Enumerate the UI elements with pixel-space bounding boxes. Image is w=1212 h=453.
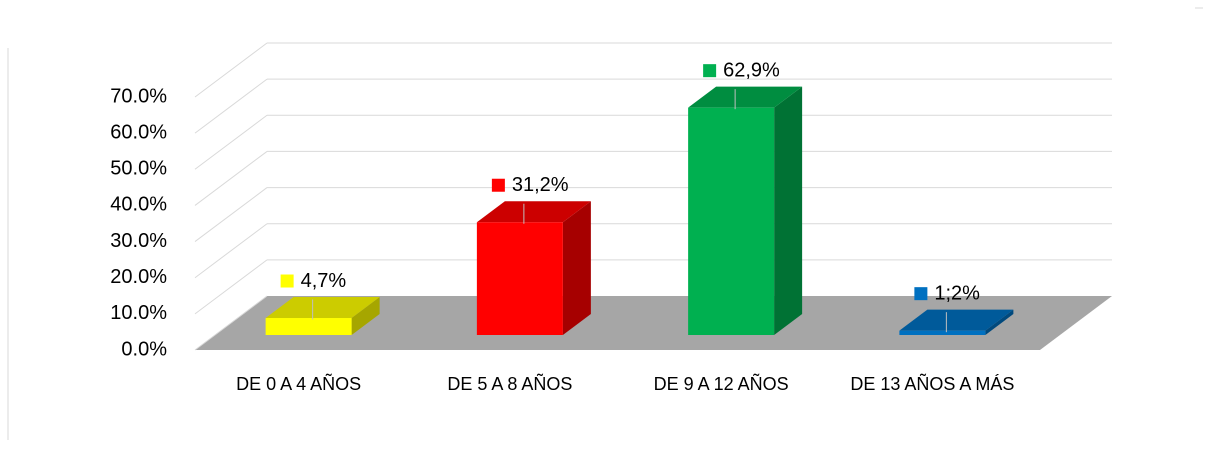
- bar-side: [562, 201, 591, 335]
- y-tick-label: 10.0%: [110, 302, 167, 324]
- grid-line: [194, 151, 268, 206]
- bar: [688, 107, 775, 335]
- bar-side: [985, 309, 1014, 335]
- grid-line: [194, 42, 268, 98]
- grid-line: [194, 187, 268, 242]
- x-tick-label: DE 13 AÑOS A MÁS: [850, 374, 1015, 394]
- x-tick-label: DE 0 A 4 AÑOS: [236, 374, 362, 394]
- x-tick-label: DE 9 A 12 AÑOS: [653, 374, 789, 394]
- bar-side: [774, 86, 803, 335]
- y-tick-label: 20.0%: [110, 266, 167, 288]
- grid-line: [194, 295, 268, 351]
- bar-top: [688, 86, 803, 108]
- data-label: 4,7%: [301, 270, 347, 292]
- label-marker: [914, 287, 928, 301]
- bar: [265, 318, 352, 335]
- bar-side: [351, 297, 380, 335]
- x-tick-label: DE 5 A 8 AÑOS: [447, 374, 573, 394]
- label-marker: [491, 178, 505, 192]
- bar-top: [476, 201, 591, 223]
- label-marker: [280, 274, 294, 288]
- y-tick-label: 0.0%: [121, 338, 167, 360]
- grid-line: [194, 223, 268, 279]
- y-tick-label: 40.0%: [110, 194, 167, 216]
- grid-line: [194, 259, 268, 315]
- grid-line: [194, 114, 268, 170]
- bar-top: [265, 297, 380, 319]
- data-label: 62,9%: [723, 59, 780, 81]
- y-tick-label: 60.0%: [110, 121, 167, 143]
- grid-line: [194, 78, 268, 134]
- bar-top: [899, 309, 1014, 331]
- y-tick-label: 70.0%: [110, 85, 167, 107]
- y-tick-label: 50.0%: [110, 158, 167, 180]
- bar: [899, 330, 986, 335]
- floor: [195, 296, 1112, 350]
- bar: [476, 222, 563, 335]
- y-tick-label: 30.0%: [110, 230, 167, 252]
- data-label: 31,2%: [512, 174, 569, 196]
- label-marker: [703, 64, 717, 78]
- data-label: 1;2%: [934, 282, 980, 304]
